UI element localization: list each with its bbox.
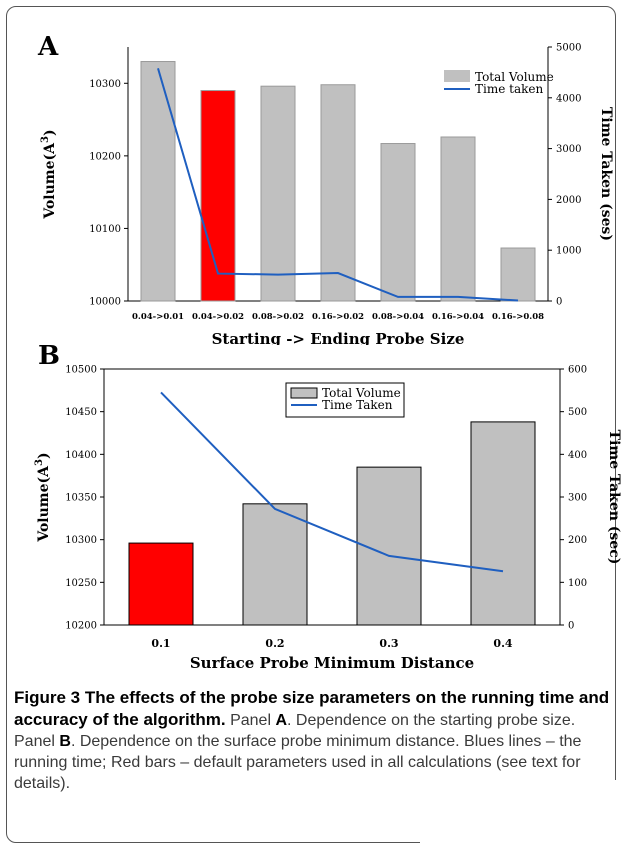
a-y-axis-label-end: ) bbox=[42, 129, 58, 136]
a-category-label: 0.08->0.02 bbox=[252, 312, 304, 322]
a-bar bbox=[380, 143, 416, 302]
b-y-axis-label-end: ) bbox=[36, 452, 52, 459]
a-right-tick-label: 5000 bbox=[556, 43, 581, 54]
a-category-label: 0.04->0.02 bbox=[192, 312, 244, 322]
a-left-tick-label: 10100 bbox=[89, 224, 121, 235]
a-right-tick-label: 2000 bbox=[556, 195, 581, 206]
a-category-label: 0.16->0.02 bbox=[312, 312, 364, 322]
b-right-tick-label: 100 bbox=[568, 578, 587, 589]
b-left-tick-label: 10450 bbox=[65, 407, 97, 418]
b-right-tick-label: 400 bbox=[568, 450, 587, 461]
a-right-tick-label: 0 bbox=[556, 297, 562, 308]
b-legend-box bbox=[285, 382, 405, 418]
caption-text-1: Panel bbox=[230, 712, 271, 729]
a-left-tick-label: 10200 bbox=[89, 151, 121, 162]
b-left-tick-label: 10350 bbox=[65, 493, 97, 504]
a-category-label: 0.08->0.04 bbox=[372, 312, 424, 322]
caption-panel-a: A bbox=[275, 712, 288, 729]
b-left-tick-label: 10300 bbox=[65, 535, 97, 546]
caption-title: Figure 3 The effects of the probe size p… bbox=[14, 688, 610, 729]
b-y-axis-label-text: Volume(A bbox=[36, 465, 52, 543]
a-right-tick-label: 1000 bbox=[556, 246, 581, 257]
a-legend-swatch-bar bbox=[444, 70, 470, 82]
b-x-axis-label: Surface Probe Minimum Distance bbox=[190, 654, 474, 672]
panel-label-a: A bbox=[37, 32, 59, 62]
a-y2-axis-label: Time Taken (ses) bbox=[598, 107, 614, 241]
b-bar bbox=[128, 542, 194, 626]
b-legend-label-line: Time Taken bbox=[322, 398, 393, 412]
b-time-line bbox=[160, 391, 504, 573]
a-bar bbox=[320, 84, 356, 302]
a-legend-label-line: Time taken bbox=[475, 82, 543, 96]
a-left-tick-label: 10300 bbox=[89, 79, 121, 90]
b-right-tick-label: 500 bbox=[568, 407, 587, 418]
a-y-axis-label-sup: 3 bbox=[40, 136, 51, 143]
figure-frame bbox=[6, 6, 616, 843]
caption-text-2: . Dependence on the starting probe size.… bbox=[14, 712, 576, 750]
a-legend-label-bar: Total Volume bbox=[475, 70, 554, 84]
b-y-axis-label: Volume(A3) bbox=[34, 452, 52, 542]
chart-panel-a: A 10000 10100 10200 10300 0 1000 2000 3000 4000 5… bbox=[37, 32, 614, 345]
b-category-label: 0.2 bbox=[265, 637, 284, 650]
b-right-tick-label: 0 bbox=[568, 621, 574, 632]
caption-panel-b: B bbox=[59, 733, 71, 750]
a-bar bbox=[440, 136, 476, 302]
frame-mask bbox=[420, 780, 622, 849]
b-left-tick-label: 10400 bbox=[65, 450, 97, 461]
a-x-axis-label: Starting -> Ending Probe Size bbox=[212, 330, 465, 345]
a-right-tick-label: 4000 bbox=[556, 93, 581, 104]
a-category-label: 0.04->0.01 bbox=[132, 312, 184, 322]
a-bar bbox=[260, 85, 296, 302]
b-y2-axis-label: Time Taken (sec) bbox=[606, 430, 622, 565]
a-bar bbox=[140, 61, 176, 302]
b-category-label: 0.4 bbox=[493, 637, 512, 650]
b-right-tick-label: 600 bbox=[568, 365, 587, 376]
b-legend-swatch-bar bbox=[290, 387, 318, 399]
a-bar bbox=[200, 90, 236, 302]
figure-caption: Figure 3 The effects of the probe size p… bbox=[14, 687, 614, 794]
b-category-label: 0.1 bbox=[151, 637, 170, 650]
b-left-tick-label: 10200 bbox=[65, 621, 97, 632]
a-y-axis-label: Volume(A3) bbox=[40, 129, 58, 219]
b-y-axis-label-sup: 3 bbox=[34, 459, 45, 466]
b-left-tick-label: 10250 bbox=[65, 578, 97, 589]
a-category-label: 0.16->0.08 bbox=[492, 312, 544, 322]
chart-panel-b: B 10200 10250 10300 10350 10400 10450 10500 0 10… bbox=[34, 341, 622, 672]
b-right-tick-label: 200 bbox=[568, 535, 587, 546]
a-time-line bbox=[157, 68, 519, 302]
a-category-label: 0.16->0.04 bbox=[432, 312, 484, 322]
b-bar bbox=[470, 421, 536, 626]
a-y-axis-label-text: Volume(A bbox=[42, 142, 58, 220]
a-bar bbox=[500, 247, 536, 302]
b-legend-label-bar: Total Volume bbox=[322, 386, 401, 400]
caption-text-3: . Dependence on the surface probe minimu… bbox=[14, 733, 582, 792]
a-right-tick-label: 3000 bbox=[556, 144, 581, 155]
b-left-tick-label: 10500 bbox=[65, 365, 97, 376]
b-bar bbox=[242, 503, 308, 626]
b-category-label: 0.3 bbox=[379, 637, 398, 650]
b-right-tick-label: 300 bbox=[568, 493, 587, 504]
a-left-tick-label: 10000 bbox=[89, 297, 121, 308]
panel-label-b: B bbox=[38, 341, 60, 371]
